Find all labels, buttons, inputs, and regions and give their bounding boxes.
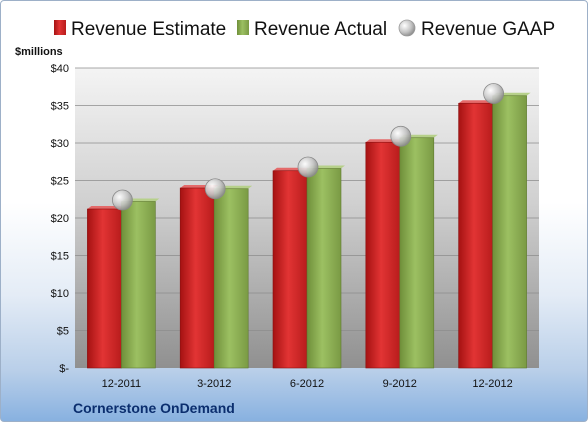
y-axis-unit-label: $millions [15, 46, 63, 58]
marker-revenue-gaap [204, 178, 226, 200]
x-tick-label: 12-2011 [102, 378, 142, 390]
legend-label-actual: Revenue Actual [254, 19, 387, 40]
bar-revenue-estimate [458, 102, 493, 369]
legend-swatch-estimate [54, 20, 66, 35]
bar-revenue-actual [306, 168, 342, 369]
x-tick-label: 6-2012 [290, 378, 324, 390]
y-tick-label: $5 [57, 326, 69, 338]
gaap-markers [112, 83, 505, 211]
bar-revenue-actual [492, 95, 527, 369]
x-axis-ticks: 12-2011 3-2012 6-2012 9-2012 12-2012 [102, 378, 513, 390]
bar-revenue-estimate [87, 208, 122, 369]
legend-label-gaap: Revenue GAAP [421, 19, 555, 40]
y-tick-label: $- [59, 363, 69, 375]
legend-swatch-gaap [398, 19, 416, 37]
y-tick-label: $10 [51, 288, 69, 300]
legend: Revenue Estimate Revenue Actual Revenue … [54, 19, 555, 40]
bars [87, 92, 531, 369]
y-axis-ticks: $- $5 $10 $15 $20 $25 $30 $35 $40 [51, 63, 70, 375]
y-tick-label: $35 [51, 101, 69, 113]
y-tick-label: $25 [51, 176, 69, 188]
legend-label-estimate: Revenue Estimate [71, 19, 226, 40]
bar-revenue-actual [399, 137, 435, 369]
y-tick-label: $15 [51, 251, 69, 263]
bar-revenue-estimate [272, 170, 308, 369]
legend-swatch-actual [237, 20, 249, 35]
y-tick-label: $20 [51, 213, 69, 225]
bar-revenue-estimate [365, 141, 401, 369]
marker-revenue-gaap [297, 156, 319, 178]
bar-revenue-actual [121, 201, 156, 369]
y-tick-label: $40 [51, 63, 69, 75]
y-tick-label: $30 [51, 138, 69, 150]
marker-revenue-gaap [112, 189, 133, 211]
bar-revenue-estimate [179, 187, 215, 369]
marker-revenue-gaap [483, 83, 505, 104]
x-tick-label: 3-2012 [197, 378, 231, 390]
marker-revenue-gaap [390, 125, 412, 147]
x-tick-label: 12-2012 [472, 378, 512, 390]
x-tick-label: 9-2012 [383, 378, 417, 390]
bar-revenue-actual [213, 188, 249, 369]
company-name: Cornerstone OnDemand [73, 400, 235, 416]
